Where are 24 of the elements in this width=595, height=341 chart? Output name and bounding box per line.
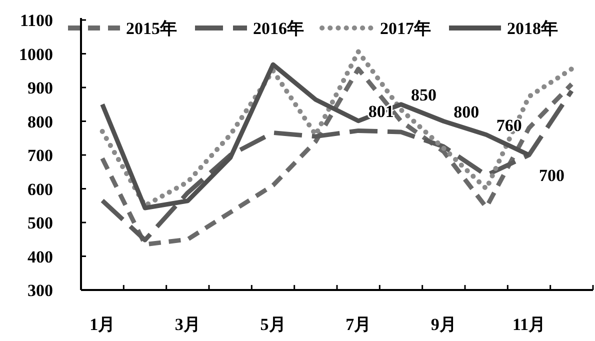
data-label: 850 bbox=[411, 85, 436, 104]
legend-label: 2017年 bbox=[380, 19, 431, 38]
y-tick-label: 700 bbox=[28, 146, 53, 165]
x-tick-label: 3月 bbox=[174, 315, 200, 334]
x-tick-label: 9月 bbox=[430, 315, 456, 334]
y-tick-label: 800 bbox=[28, 112, 53, 132]
data-label: 760 bbox=[496, 116, 522, 135]
x-tick-label: 7月 bbox=[346, 315, 372, 334]
data-label: 800 bbox=[454, 102, 480, 122]
y-tick-label: 300 bbox=[28, 281, 53, 300]
y-tick-label: 1100 bbox=[20, 11, 53, 30]
y-tick-label: 600 bbox=[28, 180, 53, 199]
data-label: 700 bbox=[539, 166, 564, 185]
x-tick-label: 5月 bbox=[260, 315, 286, 334]
y-tick-label: 400 bbox=[28, 247, 53, 266]
x-tick-label: 11月 bbox=[512, 315, 546, 334]
y-tick-label: 500 bbox=[28, 214, 53, 232]
legend-label: 2018年 bbox=[507, 19, 558, 38]
legend-label: 2015年 bbox=[126, 19, 177, 38]
y-tick-label: 900 bbox=[28, 78, 53, 98]
line-series bbox=[100, 62, 532, 210]
legend-label: 2016年 bbox=[253, 19, 304, 38]
x-tick-label: 1月 bbox=[90, 315, 116, 334]
y-tick-label: 1000 bbox=[19, 44, 53, 64]
